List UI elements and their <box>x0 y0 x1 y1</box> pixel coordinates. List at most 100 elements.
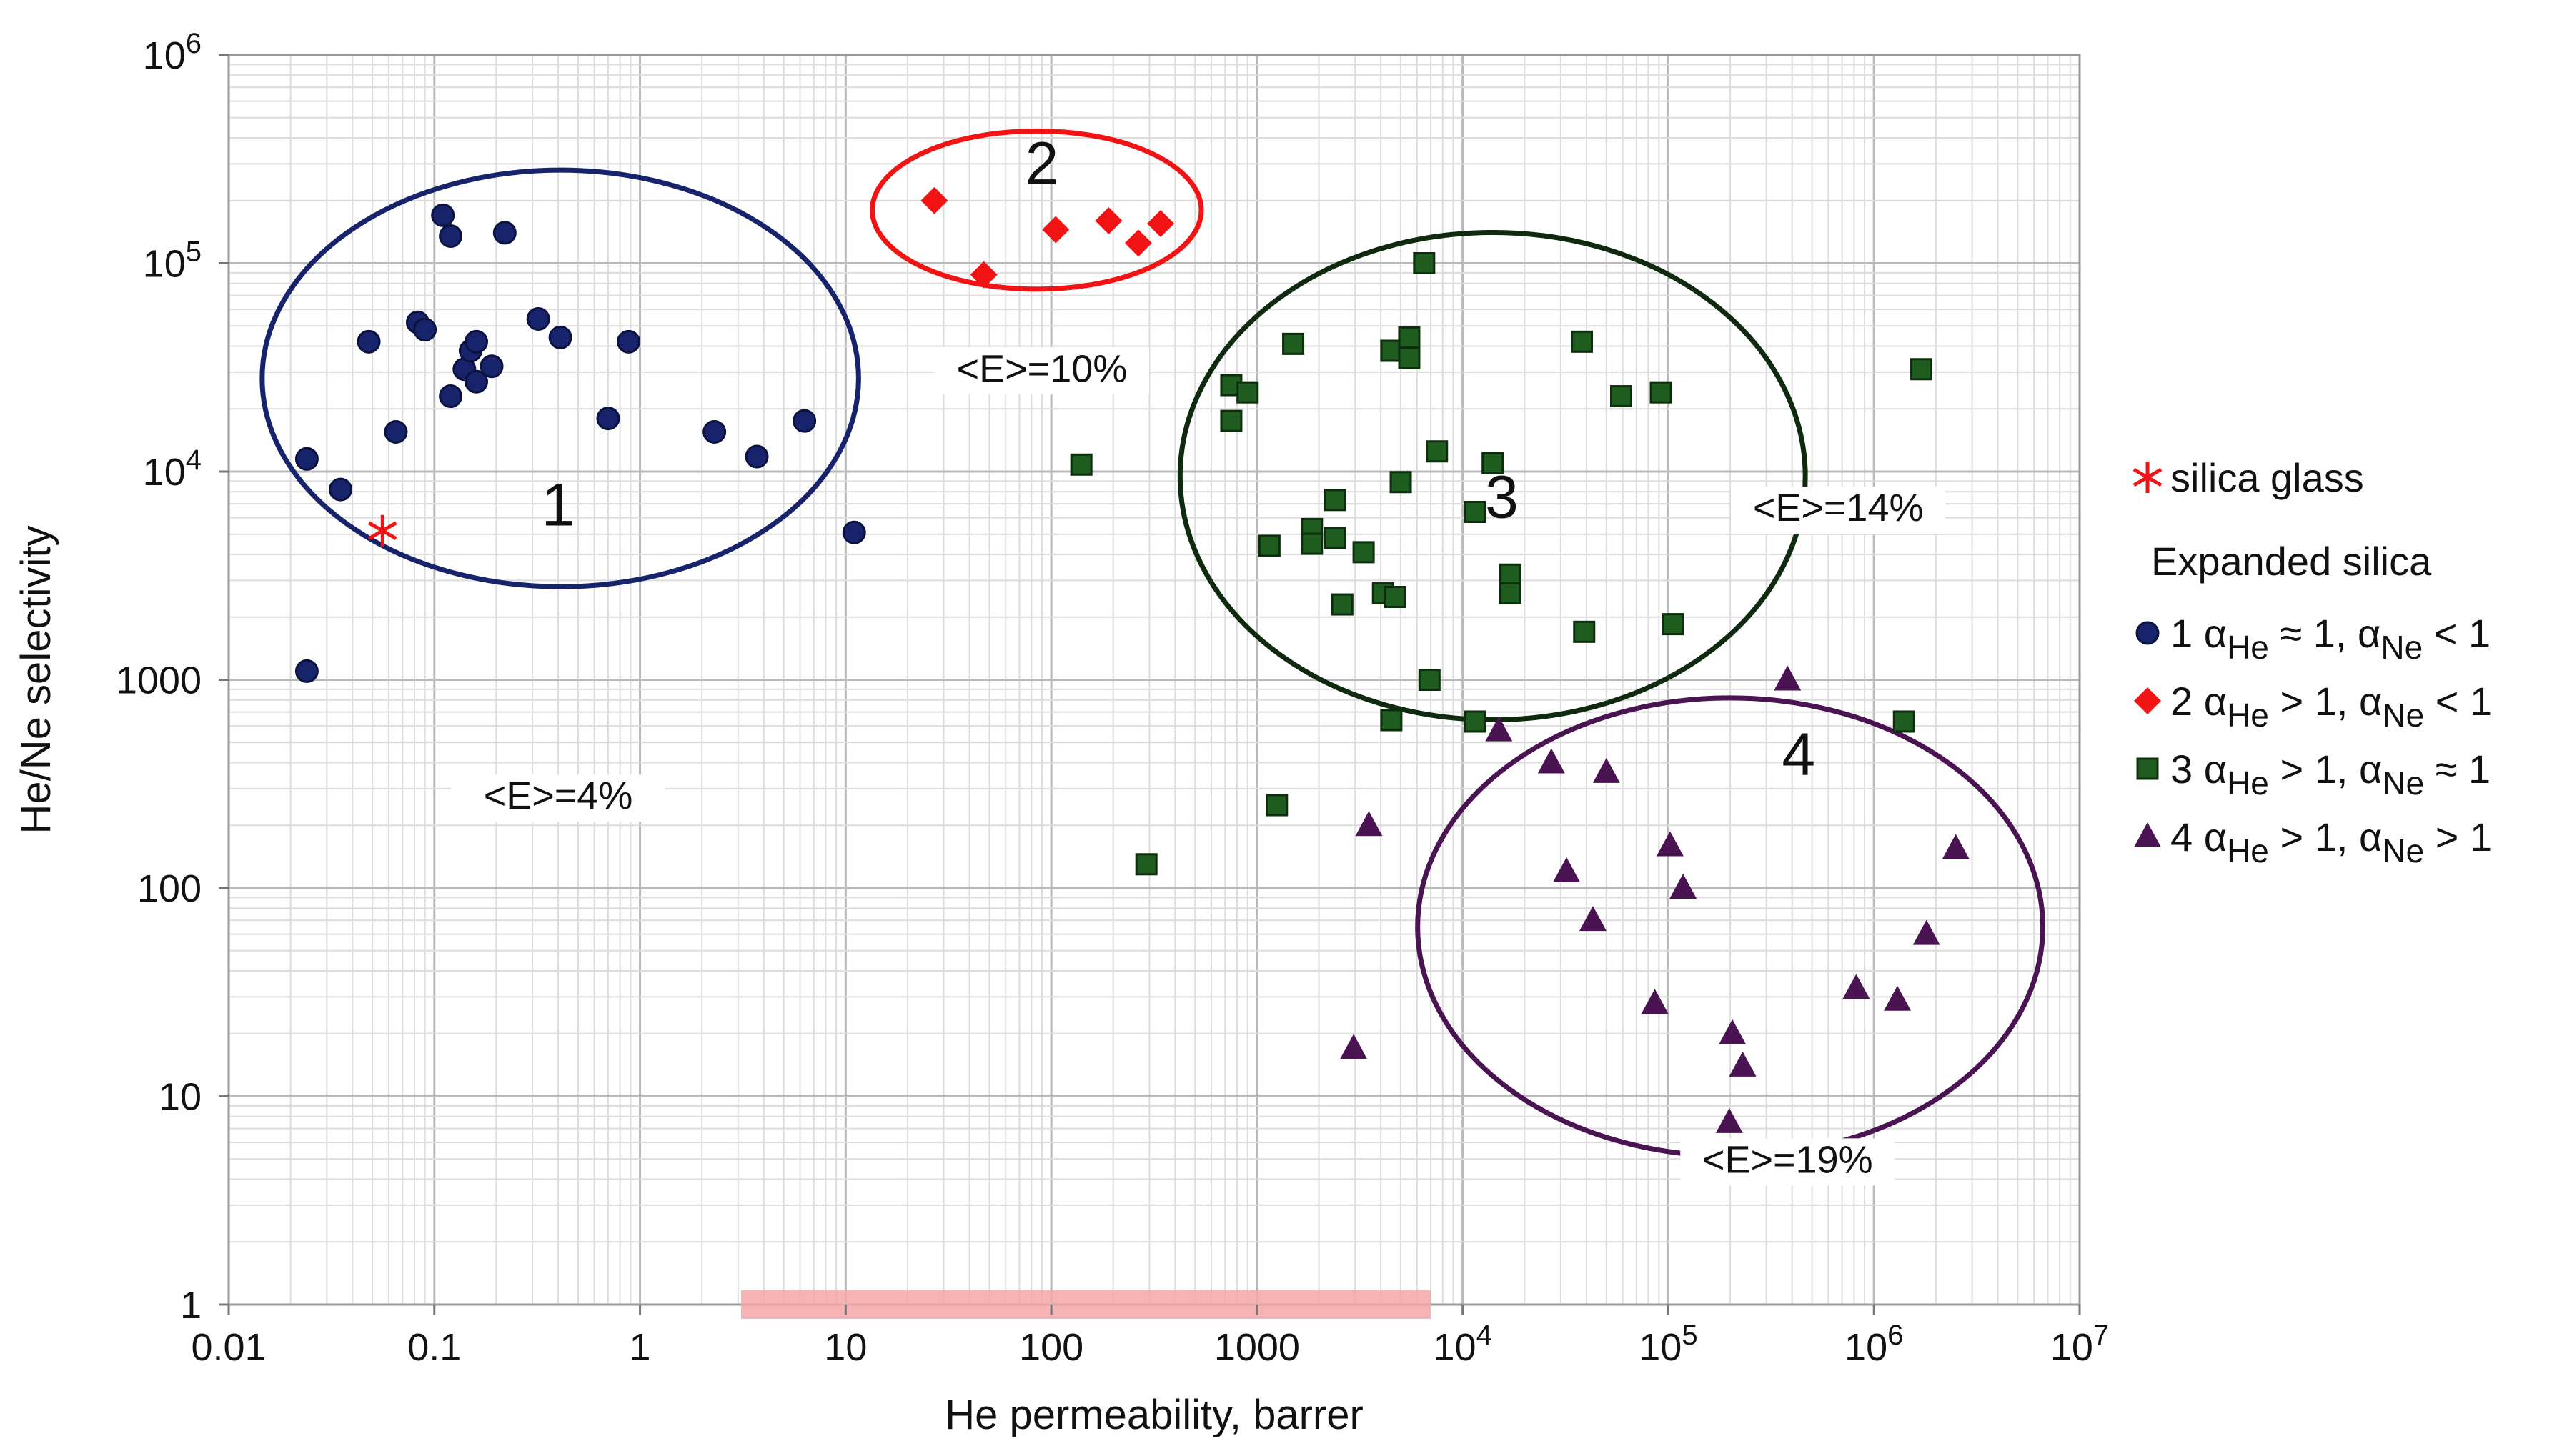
data-point <box>1592 757 1620 783</box>
legend-marker-4 <box>2134 822 2161 847</box>
data-point <box>368 514 397 547</box>
grid <box>227 54 2081 1306</box>
highlight-band-layer <box>740 1290 1431 1319</box>
data-point <box>480 354 504 379</box>
data-point <box>842 520 866 544</box>
legend-silica-glass: silica glass <box>2170 455 2364 500</box>
legend: silica glass Expanded silica 1 αHe ≈ 1, αN… <box>2132 455 2492 869</box>
data-point <box>1147 210 1175 238</box>
data-point <box>1418 669 1441 691</box>
data-point <box>1301 532 1324 555</box>
y-tick-label: 1 <box>180 1284 202 1327</box>
data-point <box>1266 794 1289 817</box>
cluster-2-ellipse <box>870 128 1204 292</box>
data-point <box>920 186 948 214</box>
data-point <box>1669 874 1697 899</box>
data-point <box>1892 710 1915 733</box>
data-point <box>413 317 437 341</box>
silica-glass-icon <box>2132 462 2163 493</box>
x-tick-label: 1000 <box>1214 1326 1300 1369</box>
data-point <box>1649 381 1672 404</box>
cluster-1-label: 1 <box>542 472 575 539</box>
data-point <box>617 329 641 354</box>
data-point <box>1553 857 1581 882</box>
data-point <box>329 477 353 502</box>
data-point <box>1573 620 1596 643</box>
data-point <box>294 447 319 471</box>
data-point <box>1715 1107 1743 1133</box>
data-point <box>970 261 998 289</box>
legend-item-2: 2 αHe > 1, αNe < 1 <box>2170 679 2492 734</box>
legend-item-4: 4 αHe > 1, αNe > 1 <box>2170 814 2492 869</box>
data-point <box>465 369 489 394</box>
data-point <box>1324 527 1346 549</box>
data-point <box>1236 381 1259 404</box>
error-label-background <box>934 347 1149 395</box>
data-point <box>1220 409 1243 432</box>
data-point <box>1426 440 1449 463</box>
data-point <box>1884 985 1912 1011</box>
data-point <box>384 420 408 444</box>
legend-marker-2 <box>2134 687 2161 714</box>
data-point <box>1355 811 1383 837</box>
y-axis-title: He/Ne selectivity <box>13 526 59 834</box>
legend-marker-3 <box>2136 757 2159 780</box>
x-tick-label: 106 <box>1844 1320 1903 1369</box>
data-point <box>1656 831 1684 857</box>
series-2 <box>920 186 1175 289</box>
data-point <box>548 325 572 349</box>
cluster-3-error-label: <E>=14% <box>1753 487 1924 529</box>
x-tick-label: 0.01 <box>191 1326 266 1369</box>
series-4 <box>1340 665 1970 1133</box>
data-point <box>1942 834 1970 859</box>
data-point <box>492 221 517 245</box>
data-point <box>1042 216 1070 244</box>
data-point <box>1340 1034 1368 1059</box>
data-point <box>1499 582 1521 605</box>
data-point <box>1579 906 1607 932</box>
data-point <box>1331 593 1354 616</box>
cluster-3-ellipse <box>1177 229 1808 723</box>
data-point <box>1842 974 1870 999</box>
series-silica-glass <box>368 514 397 547</box>
data-point <box>1571 330 1594 353</box>
x-tick-label: 107 <box>2050 1320 2109 1369</box>
x-tick-label: 100 <box>1019 1326 1083 1369</box>
data-point <box>439 384 463 409</box>
data-point <box>745 444 769 469</box>
cluster-1-ellipse <box>259 167 861 589</box>
data-point <box>439 224 463 249</box>
data-point <box>1729 1051 1757 1077</box>
x-axis-title: He permeability, barrer <box>945 1392 1364 1438</box>
data-point <box>1610 385 1633 408</box>
data-points <box>294 186 1970 1133</box>
data-point <box>1389 471 1412 494</box>
legend-item-1: 1 αHe ≈ 1, αNe < 1 <box>2170 611 2491 666</box>
data-point <box>793 409 817 433</box>
data-point <box>465 329 489 354</box>
y-tick-label: 1000 <box>116 659 202 702</box>
data-point <box>1352 541 1375 564</box>
data-point <box>1912 919 1940 945</box>
data-point <box>1380 339 1403 362</box>
x-tick-label: 105 <box>1639 1320 1697 1369</box>
data-point <box>1662 613 1684 636</box>
legend-marker-1 <box>2135 621 2160 645</box>
axes: 0.01 0.1 1 10 100 1000 104 105 106 107 1 10 100 1000 1… <box>13 28 2109 1438</box>
data-point <box>1258 534 1281 557</box>
data-point <box>1537 748 1565 774</box>
data-point <box>431 203 455 227</box>
data-point <box>1774 665 1802 691</box>
legend-item-3: 3 αHe > 1, αNe ≈ 1 <box>2170 747 2491 802</box>
y-tick-label: 104 <box>143 444 202 494</box>
data-point <box>1464 710 1486 733</box>
error-label-background <box>1731 486 1946 534</box>
data-point <box>1324 489 1346 512</box>
data-point <box>526 307 550 331</box>
data-point <box>357 329 381 354</box>
cluster-ellipses <box>259 128 2045 1159</box>
data-point <box>1499 563 1521 586</box>
x-tick-label: 1 <box>630 1326 651 1369</box>
y-tick-label: 10 <box>159 1076 202 1119</box>
